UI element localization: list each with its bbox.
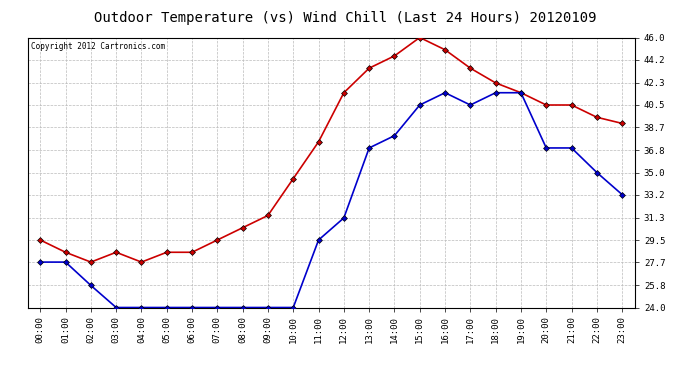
Text: Copyright 2012 Cartronics.com: Copyright 2012 Cartronics.com [30, 42, 165, 51]
Text: Outdoor Temperature (vs) Wind Chill (Last 24 Hours) 20120109: Outdoor Temperature (vs) Wind Chill (Las… [94, 11, 596, 25]
